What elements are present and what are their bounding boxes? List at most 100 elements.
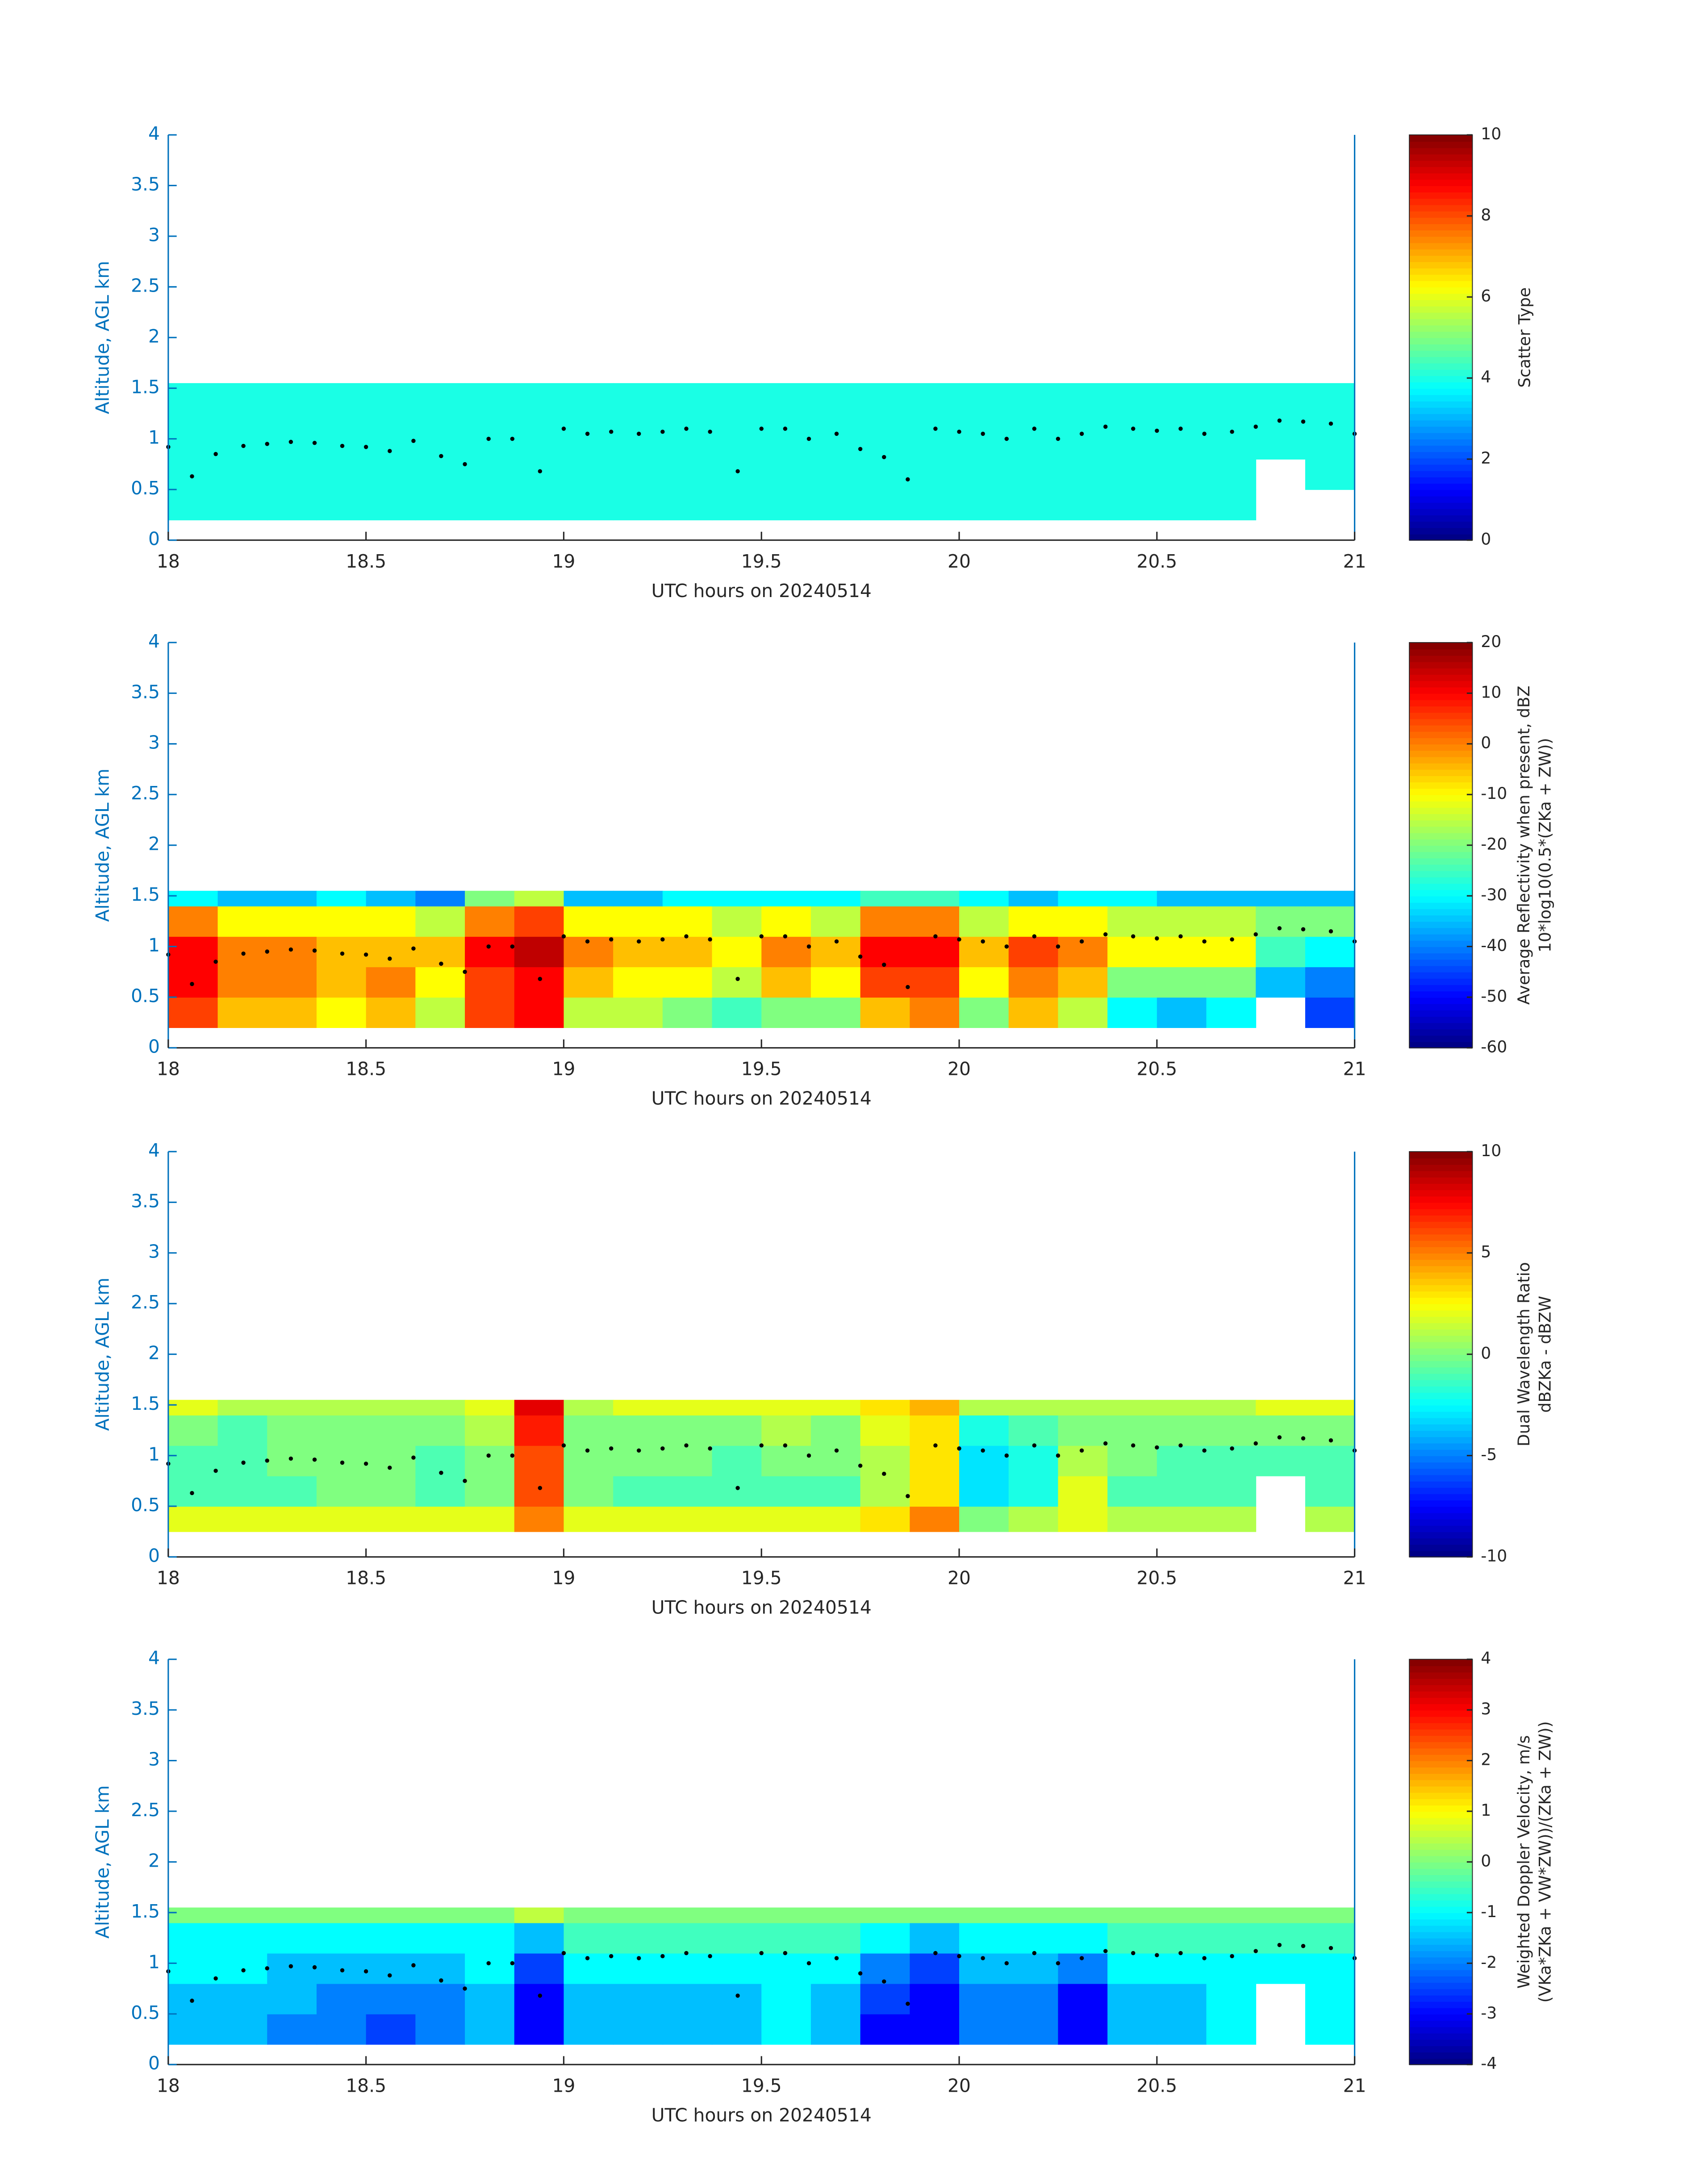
heatmap-cell xyxy=(217,1907,268,1923)
colorbar-swatch xyxy=(1409,1849,1473,1856)
heatmap-cell xyxy=(366,429,416,460)
heatmap-cell xyxy=(860,890,910,907)
heatmap-cell xyxy=(910,1907,960,1923)
colorbar-tick-label: 10 xyxy=(1481,1141,1501,1160)
heatmap-cell xyxy=(366,1415,416,1446)
heatmap-cell xyxy=(564,966,614,998)
colorbar-swatch xyxy=(1409,458,1473,465)
heatmap-cell xyxy=(267,2014,317,2045)
colorbar-swatch xyxy=(1409,1170,1473,1178)
data-point xyxy=(1079,939,1084,944)
data-point xyxy=(288,1456,293,1461)
heatmap-cell xyxy=(761,459,811,490)
colorbar-swatch xyxy=(1409,375,1473,383)
heatmap-cell xyxy=(168,966,218,998)
heatmap-cell xyxy=(712,1506,762,1532)
colorbar-swatch xyxy=(1409,1177,1473,1184)
data-point xyxy=(759,1951,764,1956)
colorbar-swatch xyxy=(1409,959,1473,966)
colorbar-swatch xyxy=(1409,1354,1473,1362)
data-point xyxy=(213,452,218,456)
colorbar-tick-label: -20 xyxy=(1481,835,1507,854)
colorbar-swatch xyxy=(1409,305,1473,313)
heatmap-cell xyxy=(810,1907,861,1923)
heatmap-cell xyxy=(860,1415,910,1446)
heatmap-cell xyxy=(415,906,465,937)
heatmap-cell xyxy=(415,1400,465,1416)
data-point xyxy=(363,1461,368,1466)
heatmap-cell xyxy=(217,890,268,907)
colorbar-swatch xyxy=(1409,1475,1473,1482)
heatmap-cell xyxy=(1058,489,1108,521)
heatmap-cell xyxy=(761,383,811,399)
heatmap-cell xyxy=(1305,966,1355,998)
heatmap-cell xyxy=(1107,890,1157,907)
colorbar-swatch xyxy=(1409,1659,1473,1667)
heatmap-cell xyxy=(1206,489,1257,521)
colorbar-swatch xyxy=(1409,832,1473,840)
colorbar-swatch xyxy=(1409,236,1473,243)
colorbar-swatch xyxy=(1409,965,1473,973)
heatmap-cell xyxy=(613,398,663,429)
data-point xyxy=(933,1951,938,1956)
data-point xyxy=(1155,428,1159,433)
y-tick-label: 3 xyxy=(148,224,160,246)
heatmap-cell xyxy=(1256,890,1306,907)
heatmap-cell xyxy=(810,459,861,490)
colorbar-swatch xyxy=(1409,1417,1473,1425)
colorbar-swatch xyxy=(1409,1925,1473,1932)
colorbar-swatch xyxy=(1409,1379,1473,1387)
heatmap-cell xyxy=(366,1445,416,1476)
y-tick-label: 0 xyxy=(148,528,160,550)
colorbar-swatch xyxy=(1409,744,1473,751)
x-tick-label: 18 xyxy=(157,1058,180,1080)
colorbar-swatch xyxy=(1409,502,1473,509)
heatmap-cell xyxy=(1157,1415,1207,1446)
colorbar-swatch xyxy=(1409,1938,1473,1945)
x-tick-label: 19.5 xyxy=(741,1567,782,1589)
y-tick-label: 3 xyxy=(148,1241,160,1262)
heatmap-cell xyxy=(316,383,367,399)
colorbar-swatch xyxy=(1409,1310,1473,1317)
data-point xyxy=(834,939,839,944)
heatmap-cell xyxy=(366,966,416,998)
heatmap-cell xyxy=(465,966,515,998)
colorbar-swatch xyxy=(1409,420,1473,427)
data-point xyxy=(1056,1453,1061,1458)
colorbar-swatch xyxy=(1409,1678,1473,1685)
plot xyxy=(166,890,1357,1028)
colorbar-swatch xyxy=(1409,401,1473,408)
heatmap-cell xyxy=(267,1953,317,1984)
colorbar-swatch xyxy=(1409,1969,1473,1976)
heatmap-cell xyxy=(959,2014,1009,2045)
data-point xyxy=(190,474,194,479)
heatmap-cell xyxy=(860,906,910,937)
colorbar-swatch xyxy=(1409,2001,1473,2008)
data-point xyxy=(906,2002,910,2006)
heatmap-cell xyxy=(712,1922,762,1954)
heatmap-cell xyxy=(1107,1953,1157,1984)
colorbar-swatch xyxy=(1409,2058,1473,2065)
y-tick-label: 4 xyxy=(148,1647,160,1669)
data-point xyxy=(411,1963,416,1968)
heatmap-cell xyxy=(168,429,218,460)
heatmap-cell xyxy=(1157,2014,1207,2045)
y-tick-label: 3 xyxy=(148,732,160,753)
colorbar-swatch xyxy=(1409,642,1473,650)
heatmap-cell xyxy=(1206,1983,1257,2014)
heatmap-cell xyxy=(1008,1983,1059,2014)
heatmap-cell xyxy=(514,1445,564,1476)
colorbar-swatch xyxy=(1409,788,1473,795)
heatmap-cell xyxy=(366,1953,416,1984)
heatmap-cell xyxy=(415,997,465,1028)
x-axis-label: UTC hours on 20240514 xyxy=(651,580,872,602)
heatmap-cell xyxy=(1206,1907,1257,1923)
data-point xyxy=(340,1460,345,1465)
y-tick-label: 4 xyxy=(148,123,160,144)
heatmap-cell xyxy=(959,398,1009,429)
data-point xyxy=(636,939,641,944)
data-point xyxy=(1155,1953,1159,1957)
heatmap-cell xyxy=(168,890,218,907)
colorbar-tick-label: 5 xyxy=(1481,1242,1491,1262)
heatmap-cell xyxy=(514,383,564,399)
